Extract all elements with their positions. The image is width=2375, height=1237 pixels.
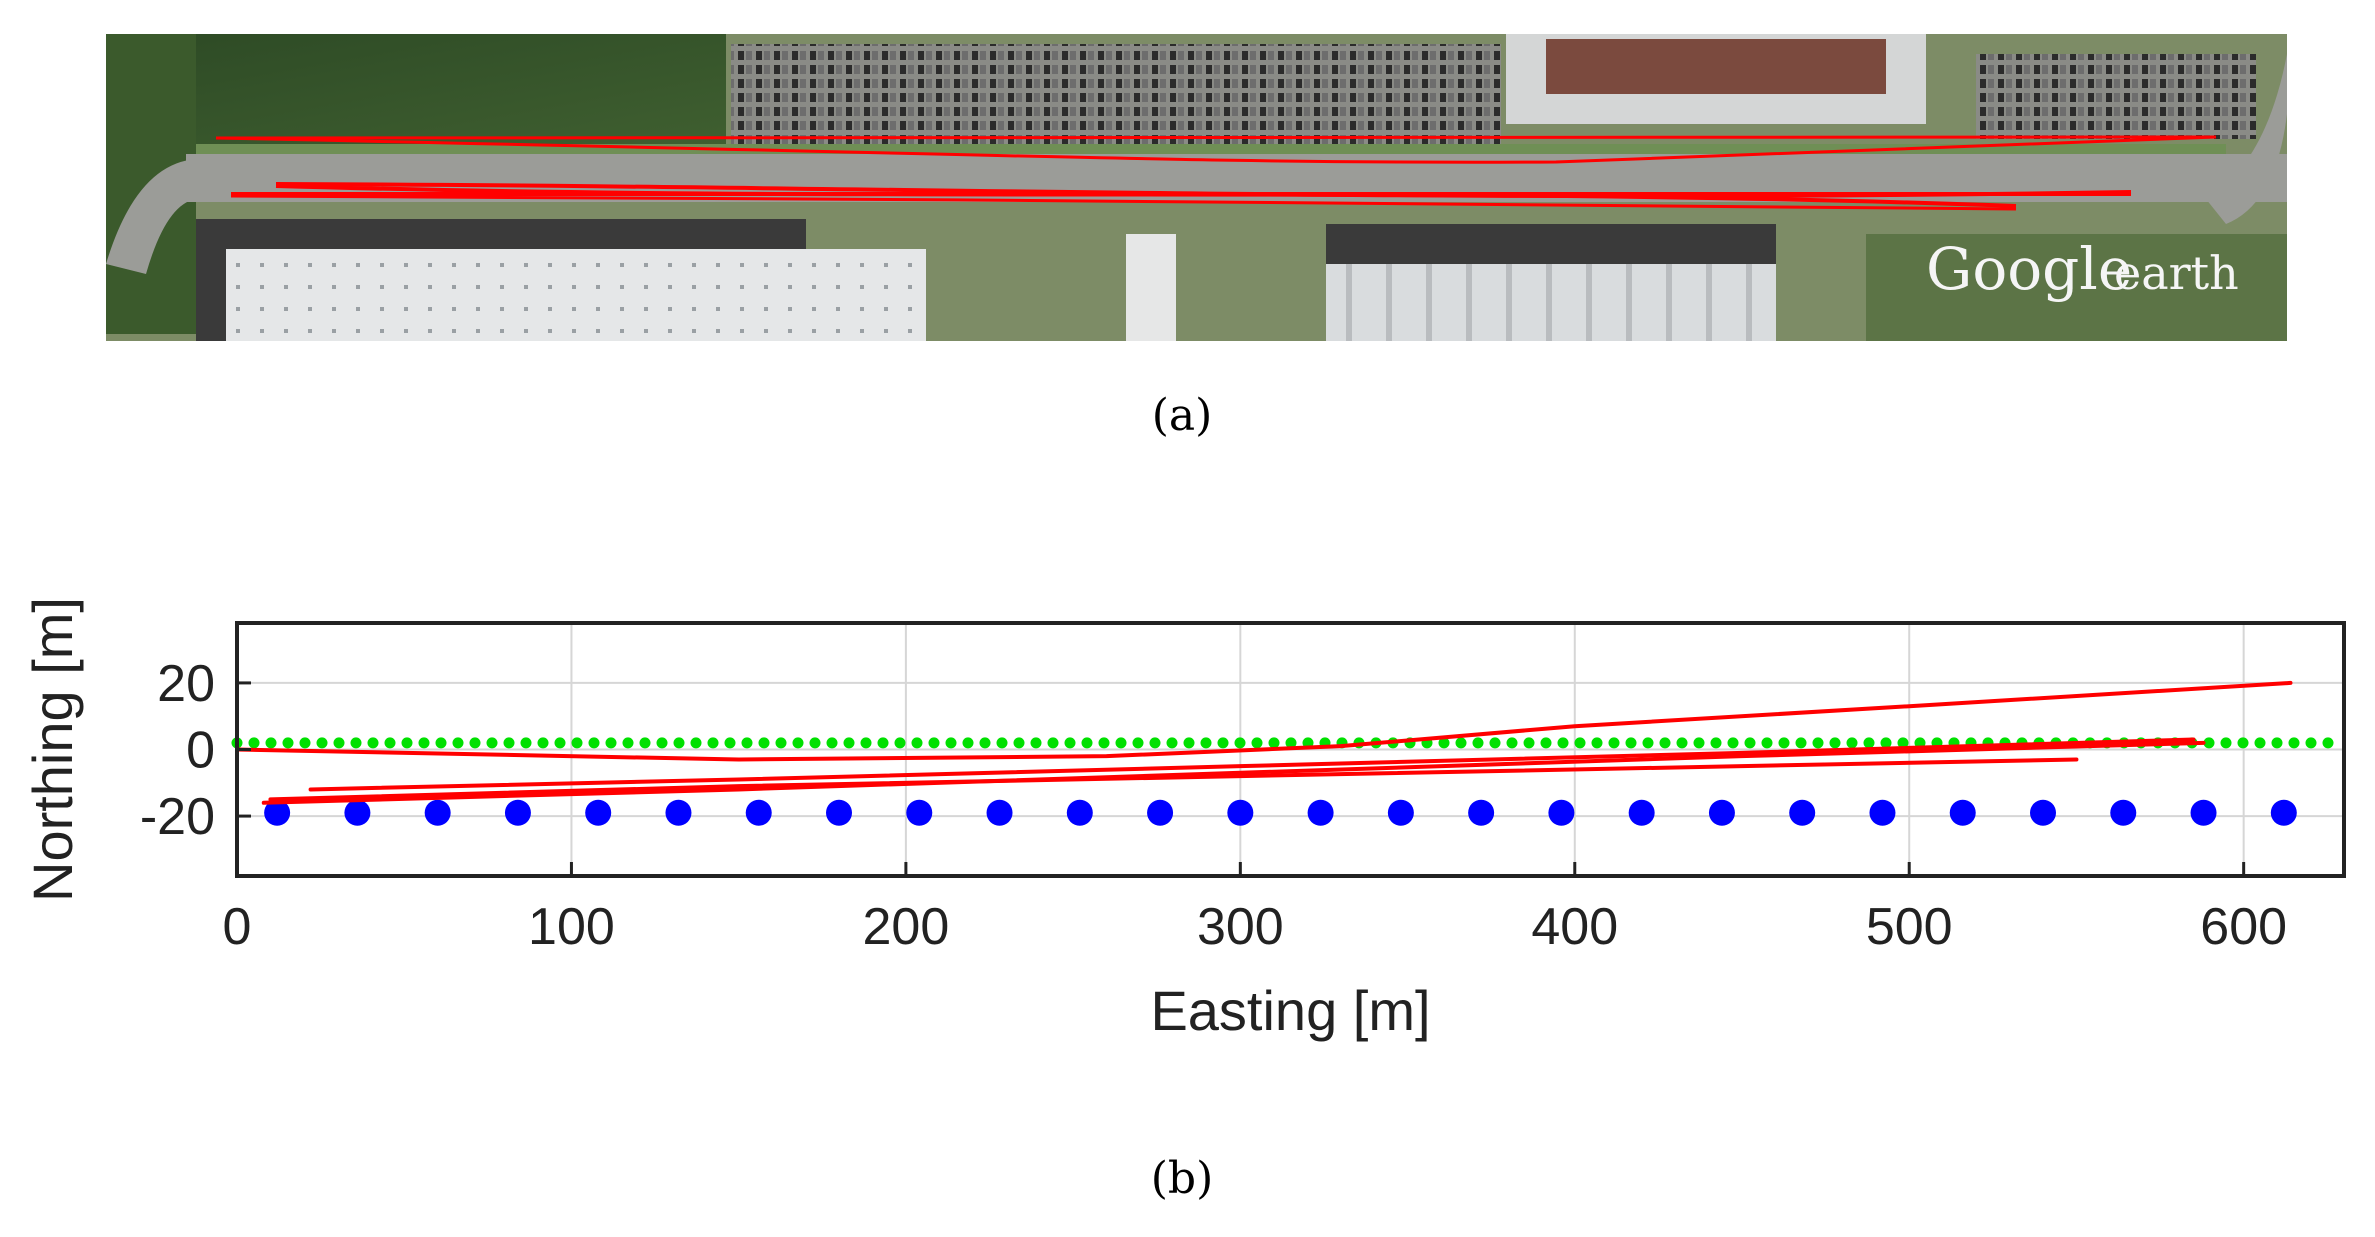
gnss-point: [2110, 799, 2137, 826]
x-tick-label: 100: [528, 898, 615, 956]
small-building: [1126, 234, 1176, 341]
gnss-point: [2030, 799, 2056, 826]
x-tick-label: 600: [2200, 898, 2287, 956]
caption-b: (b): [1150, 1153, 1214, 1204]
caption-a: (a): [1151, 390, 1213, 441]
trajectory-line: [261, 740, 2206, 805]
y-axis-label: Northing [m]: [21, 597, 84, 902]
road-curve-right: [2206, 54, 2287, 224]
x-tick-label: 0: [223, 898, 252, 956]
gnss-point: [264, 799, 291, 826]
y-tick-label: -20: [140, 788, 215, 846]
gnss-point: [585, 799, 612, 826]
lawn-right: [1866, 234, 2287, 341]
trajectory-line: [308, 737, 2196, 792]
gnss-point: [1147, 799, 1174, 826]
x-tick-label: 400: [1531, 898, 1618, 956]
y-tick-label: 20: [157, 655, 215, 713]
watermark-earth: earth: [2114, 246, 2239, 300]
gnss-point: [2190, 799, 2217, 826]
x-axis-label: Easting [m]: [1150, 979, 1430, 1042]
grass-strip: [196, 144, 2226, 154]
gnss-point: [1869, 799, 1896, 826]
google-earth-watermark: Google earth: [1926, 235, 2239, 303]
gps-tracks: [215, 135, 2217, 211]
gnss-point: [1468, 799, 1495, 826]
plot-data: [231, 680, 2350, 826]
x-tick-label: 500: [1866, 898, 1953, 956]
gps-track: [275, 184, 2017, 208]
gnss-point: [906, 799, 933, 826]
gnss-point: [1387, 799, 1414, 826]
y-tick-label: 0: [186, 722, 215, 780]
warehouse-left-roof: [226, 249, 926, 341]
gnss-point: [986, 799, 1013, 826]
parking-lot-1: [731, 44, 1501, 144]
aerial-photo: Google earth: [106, 34, 2287, 341]
forest-area: [106, 34, 726, 144]
gnss-point: [665, 799, 692, 826]
gnss-point: [1548, 799, 1575, 826]
road-curve-left: [106, 159, 196, 274]
gnss-point: [826, 799, 852, 826]
gnss-point: [1307, 799, 1334, 826]
gnss-point: [1949, 799, 1976, 826]
gnss-point: [2270, 799, 2297, 826]
trajectory-line: [235, 680, 2293, 762]
gnss-point: [1628, 799, 1655, 826]
gnss-point: [504, 799, 531, 826]
x-tick-label: 300: [1197, 898, 1284, 956]
gnss-point: [344, 799, 371, 826]
watermark-google: Google: [1926, 235, 2132, 303]
solar-roof: [1546, 39, 1886, 94]
gnss-point: [745, 799, 772, 826]
trajectory-line: [268, 757, 2079, 802]
gps-track: [215, 135, 2217, 140]
parking-lot-2: [1976, 54, 2256, 139]
gps-track: [230, 194, 2017, 211]
gnss-point: [424, 799, 451, 826]
gnss-point: [1227, 799, 1254, 826]
warehouse-right-roof: [1326, 264, 1776, 341]
gnss-point: [1789, 799, 1816, 826]
gps-track: [215, 135, 2217, 164]
gnss-point: [1066, 799, 1093, 826]
gnss-point: [1708, 799, 1735, 826]
x-tick-label: 200: [863, 898, 950, 956]
